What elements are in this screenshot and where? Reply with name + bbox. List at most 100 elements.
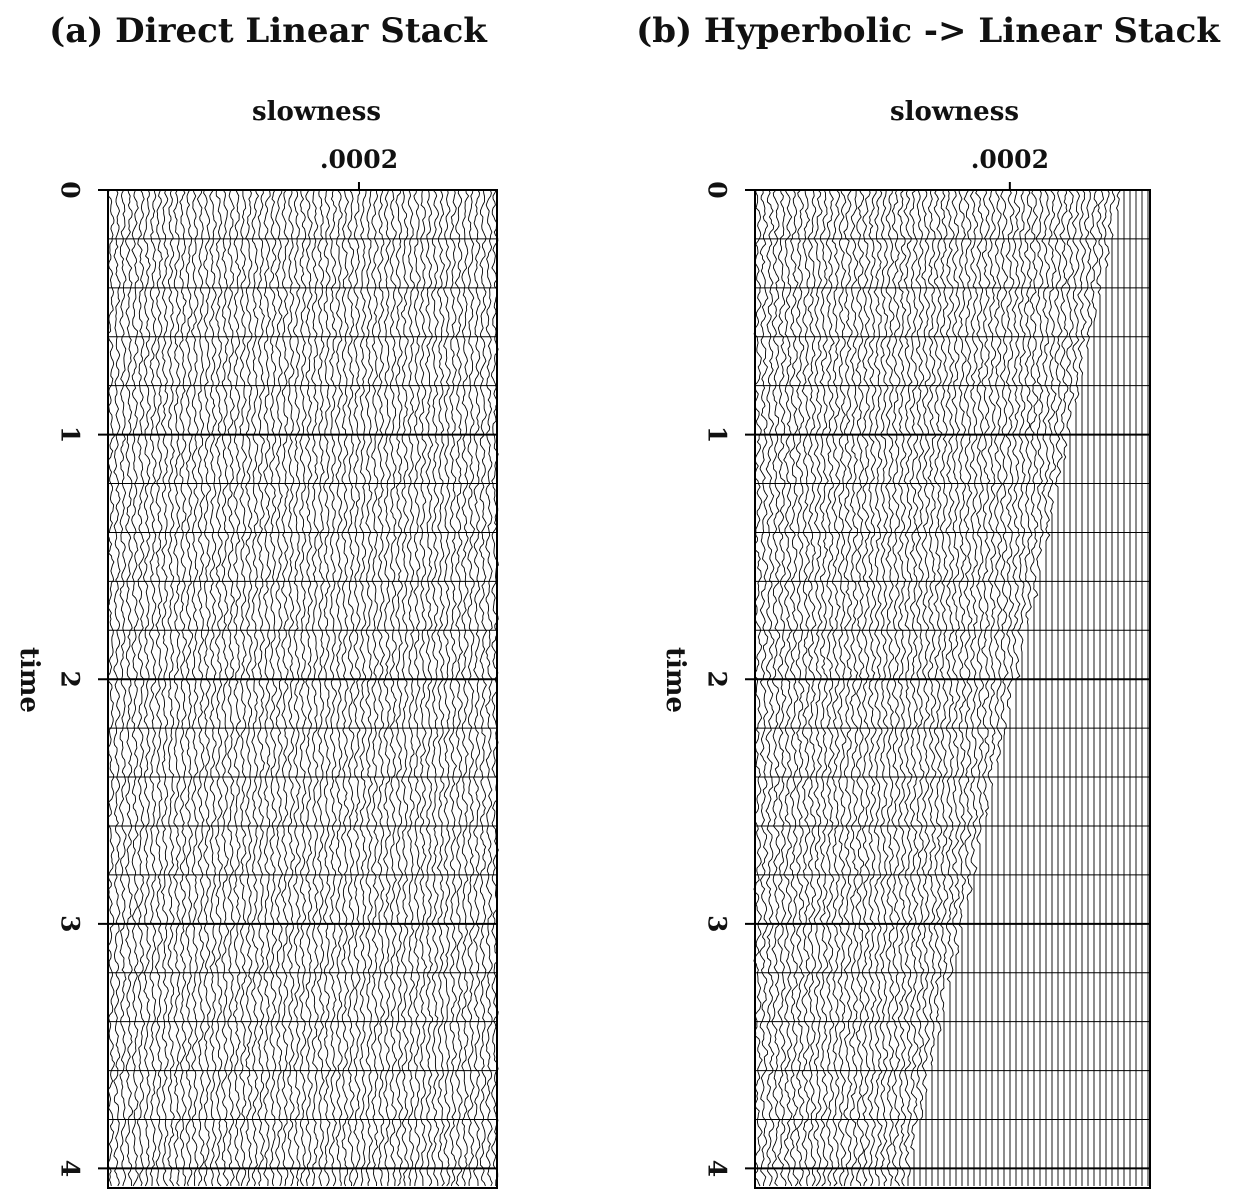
trace — [861, 189, 871, 1187]
trace — [107, 189, 115, 1187]
trace — [903, 189, 913, 1186]
trace — [1029, 189, 1039, 1186]
trace — [376, 189, 386, 1187]
y-tick-label: 0 — [703, 181, 732, 198]
trace — [395, 190, 404, 1187]
trace-texture — [753, 189, 1150, 1187]
trace — [221, 189, 230, 1187]
trace — [371, 189, 380, 1187]
trace — [963, 189, 973, 1186]
trace — [987, 189, 997, 1186]
trace — [364, 189, 374, 1187]
chart-title: (a) Direct Linear Stack — [49, 11, 488, 51]
trace — [203, 189, 211, 1187]
trace — [292, 189, 301, 1187]
trace — [239, 190, 248, 1187]
x-axis-title: slowness — [890, 97, 1019, 127]
trace — [118, 189, 127, 1187]
trace — [891, 189, 901, 1187]
trace — [467, 189, 476, 1187]
trace — [831, 189, 841, 1187]
trace — [311, 189, 320, 1187]
trace — [1077, 189, 1087, 1186]
y-tick-label: 2 — [56, 671, 85, 688]
trace — [909, 189, 919, 1186]
trace — [448, 189, 458, 1187]
trace — [1101, 189, 1110, 1186]
y-tick-label: 3 — [56, 915, 85, 932]
trace — [1005, 189, 1015, 1186]
trace — [999, 189, 1009, 1186]
y-tick-label: 4 — [56, 1160, 85, 1177]
trace — [1023, 189, 1033, 1186]
x-axis-title: slowness — [252, 97, 381, 127]
trace — [801, 189, 811, 1187]
trace — [981, 189, 991, 1186]
trace — [137, 189, 146, 1187]
trace — [1107, 189, 1116, 1186]
trace — [1089, 189, 1099, 1186]
trace — [825, 189, 835, 1187]
trace — [245, 189, 253, 1187]
trace — [1011, 189, 1021, 1186]
trace — [316, 189, 325, 1187]
trace — [1035, 189, 1045, 1186]
trace — [1047, 189, 1057, 1186]
trace — [945, 189, 955, 1186]
trace — [400, 189, 410, 1187]
trace — [765, 189, 775, 1187]
trace — [795, 189, 805, 1187]
trace — [813, 189, 823, 1187]
trace — [148, 189, 157, 1187]
trace — [927, 189, 937, 1186]
trace — [406, 189, 415, 1187]
trace — [143, 189, 151, 1187]
trace — [1041, 189, 1051, 1186]
trace — [251, 189, 260, 1187]
trace — [819, 189, 829, 1187]
trace — [460, 189, 470, 1187]
trace — [227, 189, 235, 1187]
trace — [885, 189, 895, 1187]
trace — [304, 189, 313, 1187]
trace — [232, 189, 242, 1187]
trace — [759, 189, 769, 1187]
trace — [915, 189, 925, 1186]
trace — [154, 189, 163, 1187]
trace — [334, 189, 344, 1187]
trace — [957, 189, 967, 1186]
trace — [879, 189, 889, 1187]
trace — [1071, 189, 1080, 1186]
trace — [383, 189, 391, 1186]
trace — [328, 189, 338, 1187]
y-tick-label: 3 — [703, 915, 732, 932]
trace — [1115, 189, 1122, 1186]
trace — [214, 189, 223, 1187]
trace — [287, 189, 295, 1187]
trace — [777, 189, 787, 1187]
y-tick-label: 1 — [703, 426, 732, 443]
trace — [849, 190, 859, 1186]
trace — [951, 189, 961, 1186]
trace — [436, 189, 445, 1187]
trace — [993, 189, 1003, 1186]
trace — [209, 189, 218, 1187]
trace — [753, 189, 763, 1187]
trace — [124, 189, 134, 1187]
trace — [855, 189, 865, 1187]
trace — [789, 189, 799, 1187]
trace — [299, 189, 307, 1187]
trace — [131, 189, 139, 1187]
trace — [969, 189, 979, 1186]
plot-frame — [107, 189, 498, 1189]
trace — [443, 189, 451, 1187]
trace — [837, 189, 847, 1187]
trace — [939, 189, 949, 1186]
trace — [389, 189, 398, 1187]
trace — [873, 189, 883, 1187]
trace — [185, 189, 193, 1187]
trace — [353, 189, 361, 1187]
trace — [346, 189, 356, 1187]
trace — [269, 189, 278, 1187]
trace — [167, 189, 175, 1187]
